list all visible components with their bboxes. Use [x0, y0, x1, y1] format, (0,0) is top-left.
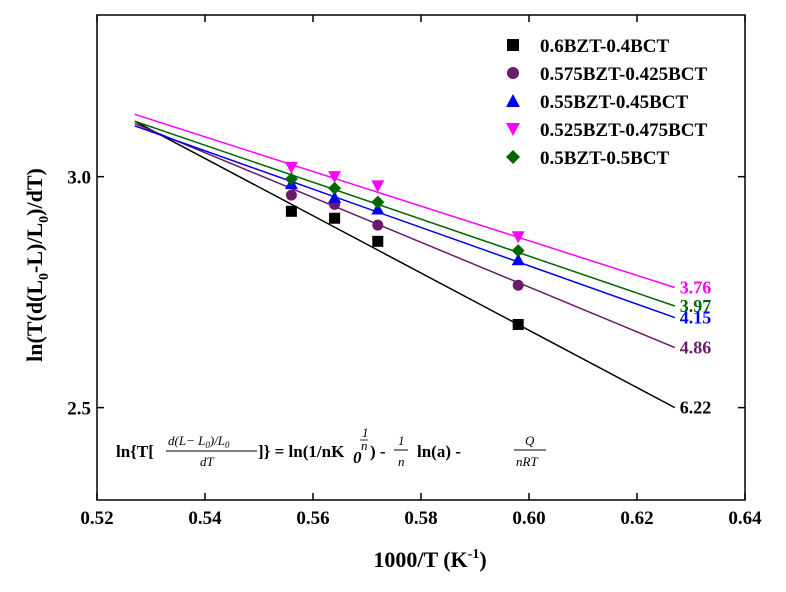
- eq-lhs-numerator: d(L− L0)/L0: [168, 433, 230, 450]
- legend-marker: [507, 67, 519, 79]
- axis-ticks: 0.52 0.54 0.56 0.58 0.60 0.62 0.64 2.5 3.0: [67, 15, 762, 529]
- y-tick-label: 3.0: [67, 168, 91, 189]
- eq-mid: ) -: [370, 442, 386, 461]
- legend-marker: [506, 123, 520, 136]
- data-point: [511, 244, 525, 258]
- legend-marker: [506, 150, 520, 164]
- data-point: [284, 172, 298, 186]
- fit-line-0: [134, 120, 676, 409]
- legend-label: 0.575BZT-0.425BCT: [540, 64, 707, 85]
- x-axis-title-close: ): [479, 547, 486, 572]
- fit-slope-labels: 6.22 4.86 4.15 3.763.97: [680, 278, 712, 418]
- x-tick-label: 0.52: [80, 508, 113, 529]
- legend: 0.6BZT-0.4BCT 0.575BZT-0.425BCT 0.55BZT-0.…: [506, 36, 707, 169]
- data-point: [328, 190, 342, 203]
- legend-label: 0.6BZT-0.4BCT: [540, 36, 669, 57]
- x-axis-title: 1000/T (K-1): [373, 547, 486, 572]
- eq-ln-a: ln(a) -: [417, 442, 461, 461]
- x-tick-label: 0.62: [620, 508, 653, 529]
- y-axis-title: ln(T(d(L0-L)/L0)/dT): [22, 168, 52, 362]
- eq-frac1-num: 1: [398, 433, 405, 448]
- x-axis-title-main: 1000/T (K: [373, 547, 467, 572]
- data-point: [372, 235, 384, 247]
- eq-lhs-denominator: dT: [200, 454, 215, 469]
- eq-rhs-first: ]} = ln(1/nK: [258, 442, 345, 461]
- eq-frac2-num: Q: [525, 433, 535, 448]
- data-point: [285, 189, 297, 201]
- x-tick-label: 0.56: [296, 508, 329, 529]
- eq-k-subscript: 0: [353, 448, 362, 467]
- eq-k-sup-num: 1: [362, 425, 369, 440]
- data-point: [329, 212, 341, 224]
- fit-line-3: [134, 113, 676, 289]
- x-axis-title-sup: -1: [468, 547, 480, 562]
- data-point: [512, 279, 524, 291]
- rate-equation-annotation: ln{T[ d(L− L0)/L0 dT ]} = ln(1/nK 0 1 n …: [116, 425, 546, 469]
- data-points: [284, 161, 525, 330]
- legend-label: 0.55BZT-0.45BCT: [540, 92, 688, 113]
- eq-frac2-den: nRT: [516, 454, 538, 469]
- legend-marker: [506, 94, 520, 107]
- eq-lhs-prefix: ln{T[: [116, 442, 154, 461]
- eq-frac1-den: n: [398, 454, 405, 469]
- fit-line-2: [134, 125, 676, 319]
- plot-frame: [96, 14, 746, 501]
- fit-slope-label: 6.22: [680, 398, 712, 418]
- x-tick-label: 0.60: [512, 508, 545, 529]
- x-tick-label: 0.54: [188, 508, 222, 529]
- data-point: [511, 253, 525, 266]
- fit-lines: [134, 113, 676, 409]
- data-point: [371, 195, 385, 209]
- fit-slope-label: 3.76: [680, 278, 712, 298]
- fit-slope-label: 4.15: [680, 308, 712, 328]
- fit-line-4: [134, 120, 676, 307]
- data-point: [371, 180, 385, 193]
- fit-line-1: [134, 122, 676, 349]
- x-tick-label: 0.64: [728, 508, 762, 529]
- fit-slope-label: 3.97: [680, 296, 712, 316]
- legend-label: 0.525BZT-0.475BCT: [540, 120, 707, 141]
- y-tick-label: 2.5: [67, 399, 91, 420]
- fit-slope-label: 4.86: [680, 338, 712, 358]
- legend-label: 0.5BZT-0.5BCT: [540, 148, 669, 169]
- data-point: [511, 231, 525, 244]
- data-point: [512, 318, 524, 330]
- data-point: [372, 219, 384, 231]
- data-point: [328, 181, 342, 195]
- data-point: [284, 161, 298, 174]
- data-point: [328, 171, 342, 184]
- legend-marker: [507, 39, 519, 51]
- data-point: [285, 205, 297, 217]
- eq-k-sup-den: n: [361, 438, 368, 453]
- x-tick-label: 0.58: [404, 508, 437, 529]
